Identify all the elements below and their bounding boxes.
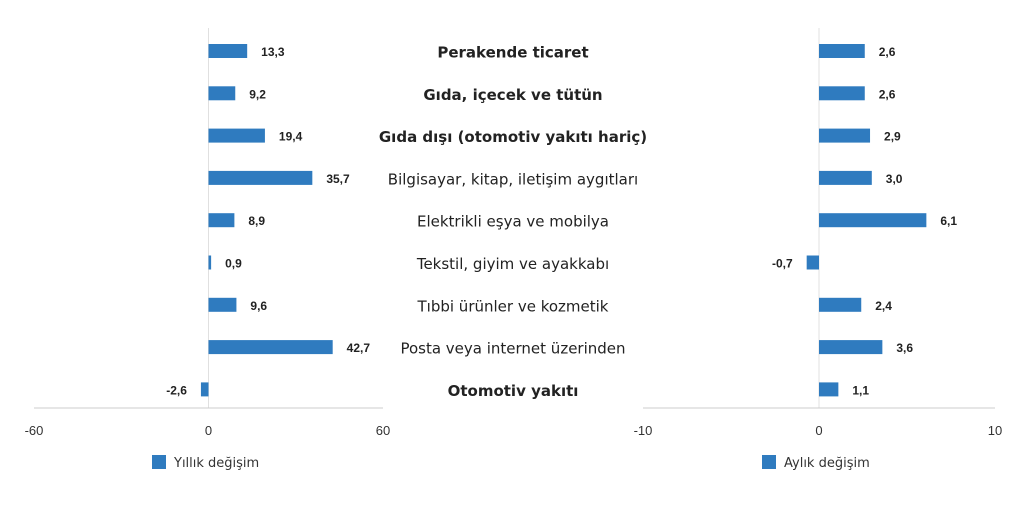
data-label: 1,1 (852, 383, 869, 397)
data-label: -2,6 (166, 383, 187, 397)
bar (208, 86, 236, 101)
data-label: 0,9 (225, 257, 242, 271)
bar (819, 340, 883, 355)
bar (208, 255, 212, 270)
bar (208, 128, 265, 143)
bar (208, 297, 237, 312)
category-label: Elektrikli eşya ve mobilya (417, 213, 609, 231)
data-label: 3,6 (896, 341, 913, 355)
bar (819, 128, 871, 143)
category-label: Otomotiv yakıtı (448, 382, 579, 400)
legend-swatch (762, 455, 776, 469)
category-label: Perakende ticaret (437, 44, 588, 62)
x-tick-label: 0 (205, 423, 212, 438)
legend: Aylık değişim (762, 455, 870, 471)
data-label: 9,6 (250, 299, 267, 313)
legend-swatch (152, 455, 166, 469)
data-label: 8,9 (248, 214, 265, 228)
bar (208, 213, 235, 228)
data-label: -0,7 (772, 257, 793, 271)
bar (208, 340, 333, 355)
x-tick-label: 0 (815, 423, 822, 438)
category-label: Tekstil, giyim ve ayakkabı (416, 255, 609, 273)
data-label: 2,6 (879, 45, 896, 59)
data-label: 13,3 (261, 45, 285, 59)
data-label: 2,6 (879, 87, 896, 101)
x-tick-label: 10 (988, 423, 1002, 438)
data-label: 35,7 (326, 172, 350, 186)
bar (200, 382, 209, 397)
data-label: 2,4 (875, 299, 892, 313)
legend-label: Aylık değişim (784, 456, 870, 471)
category-label: Tıbbi ürünler ve kozmetik (417, 297, 609, 315)
bar (208, 170, 313, 185)
legend-label: Yıllık değişim (173, 456, 259, 471)
category-label: Bilgisayar, kitap, iletişim aygıtları (388, 170, 638, 188)
category-label: Posta veya internet üzerinden (400, 340, 625, 358)
bar (819, 213, 927, 228)
bar (208, 44, 248, 58)
bar (819, 170, 872, 185)
bar (819, 86, 865, 101)
bar (806, 255, 819, 270)
data-label: 42,7 (347, 341, 371, 355)
category-label: Gıda dışı (otomotiv yakıtı hariç) (379, 128, 647, 146)
panel-yillik: -60 0 60 13,3 9,2 19,4 35,7 8,9 0,9 9,6 42,7 -2,6 Yı… (25, 28, 390, 471)
data-label: 19,4 (279, 130, 303, 144)
data-label: 3,0 (886, 172, 903, 186)
data-label: 2,9 (884, 130, 901, 144)
bar (819, 382, 839, 397)
x-tick-label: -60 (25, 423, 44, 438)
x-tick-label: 60 (376, 423, 390, 438)
bar (819, 44, 865, 58)
category-label: Gıda, içecek ve tütün (423, 86, 602, 104)
data-label: 6,1 (940, 214, 957, 228)
bar (819, 297, 862, 312)
panel-aylik: -10 0 10 2,6 2,6 2,9 3,0 6,1 -0,7 2,4 3,6 1,1 Aylık … (634, 28, 1002, 471)
legend: Yıllık değişim (152, 455, 259, 471)
x-tick-label: -10 (634, 423, 653, 438)
data-label: 9,2 (249, 87, 266, 101)
